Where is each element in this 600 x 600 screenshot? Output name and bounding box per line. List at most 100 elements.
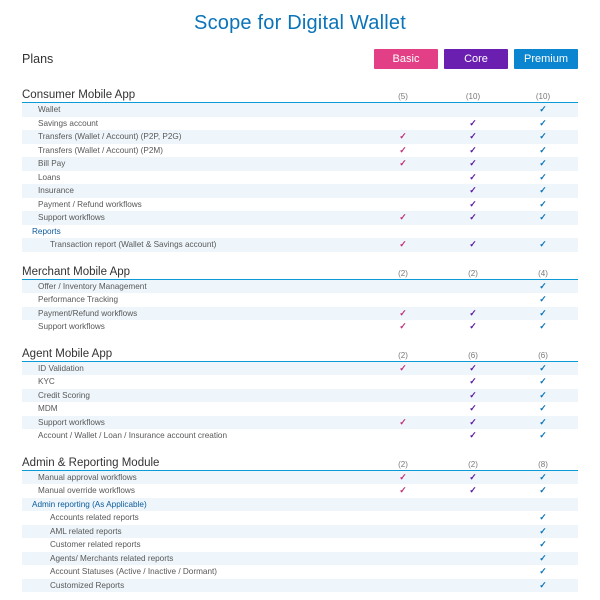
section-count: (2) [368,351,438,360]
row-label: Account / Wallet / Loan / Insurance acco… [22,431,368,440]
check-cell: ✓ [438,377,508,386]
table-row: Transfers (Wallet / Account) (P2P, P2G) ✓… [22,130,578,144]
check-cell: ✓ [438,173,508,182]
row-label: Manual approval workflows [22,473,368,482]
table-row: Customized Reports ✓ [22,579,578,593]
row-label: Transfers (Wallet / Account) (P2P, P2G) [22,132,368,141]
check-cell: ✓ [508,295,578,304]
table-row: Account / Wallet / Loan / Insurance acco… [22,429,578,443]
section-title: Admin & Reporting Module [22,457,368,469]
check-cell: ✓ [438,213,508,222]
table-row: Insurance✓✓ [22,184,578,198]
row-label: Performance Tracking [22,295,368,304]
section-count: (5) [368,92,438,101]
check-cell: ✓ [438,240,508,249]
check-cell: ✓ [438,473,508,482]
row-label: Customized Reports [22,581,368,590]
check-cell: ✓ [508,309,578,318]
section-title: Agent Mobile App [22,348,368,360]
check-cell: ✓ [508,581,578,590]
check-cell: ✓ [508,119,578,128]
plans-label: Plans [22,52,368,66]
table-row: Customer related reports ✓ [22,538,578,552]
table-row: Performance Tracking ✓ [22,293,578,307]
check-cell: ✓ [438,404,508,413]
section-count: (6) [438,351,508,360]
check-cell: ✓ [508,486,578,495]
table-row: Support workflows✓✓✓ [22,211,578,225]
row-label: Bill Pay [22,159,368,168]
check-cell: ✓ [508,146,578,155]
table-row: Transaction report (Wallet & Savings acc… [22,238,578,252]
row-label: Credit Scoring [22,391,368,400]
row-label: Account Statuses (Active / Inactive / Do… [22,567,368,576]
table-row: Support workflows✓✓✓ [22,416,578,430]
section-count: (10) [508,92,578,101]
table-row: Manual approval workflows✓✓✓ [22,471,578,485]
check-cell: ✓ [438,486,508,495]
table-row: MDM✓✓ [22,402,578,416]
section-header: Consumer Mobile App(5)(10)(10) [22,87,578,103]
check-cell: ✓ [438,146,508,155]
section-title: Consumer Mobile App [22,89,368,101]
section-count: (8) [508,460,578,469]
row-label: Wallet [22,105,368,114]
table-row: AML related reports ✓ [22,525,578,539]
row-label: Transfers (Wallet / Account) (P2M) [22,146,368,155]
check-cell: ✓ [508,431,578,440]
row-label: Customer related reports [22,540,368,549]
check-cell: ✓ [508,554,578,563]
check-cell: ✓ [438,322,508,331]
row-label: Payment/Refund workflows [22,309,368,318]
table-row: Bill Pay✓✓✓ [22,157,578,171]
sections-container: Consumer Mobile App(5)(10)(10)Wallet✓Sav… [22,75,578,592]
check-cell: ✓ [508,404,578,413]
check-cell: ✓ [508,132,578,141]
table-row: Wallet ✓ [22,103,578,117]
check-cell: ✓ [508,282,578,291]
row-label: Manual override workflows [22,486,368,495]
check-cell: ✓ [368,418,438,427]
table-row: Transfers (Wallet / Account) (P2M)✓✓✓ [22,144,578,158]
row-label: Transaction report (Wallet & Savings acc… [22,240,368,249]
page-title: Scope for Digital Wallet [22,12,578,35]
table-row: Admin reporting (As Applicable) [22,498,578,512]
check-cell: ✓ [438,119,508,128]
check-cell: ✓ [368,146,438,155]
row-label: Savings account [22,119,368,128]
check-cell: ✓ [508,200,578,209]
row-label: Insurance [22,186,368,195]
check-cell: ✓ [508,473,578,482]
table-row: KYC ✓✓ [22,375,578,389]
plan-badge-basic: Basic [374,49,438,69]
check-cell: ✓ [368,213,438,222]
row-label: Loans [22,173,368,182]
section-count: (2) [368,269,438,278]
check-cell: ✓ [368,309,438,318]
row-label: Support workflows [22,213,368,222]
section-count: (10) [438,92,508,101]
check-cell: ✓ [508,527,578,536]
check-cell: ✓ [508,418,578,427]
check-cell: ✓ [508,159,578,168]
check-cell: ✓ [508,391,578,400]
row-label: AML related reports [22,527,368,536]
row-label: KYC [22,377,368,386]
check-cell: ✓ [438,186,508,195]
check-cell: ✓ [438,364,508,373]
check-cell: ✓ [438,200,508,209]
table-row: Agents/ Merchants related reports ✓ [22,552,578,566]
plan-badge-premium: Premium [514,49,578,69]
check-cell: ✓ [508,240,578,249]
check-cell: ✓ [438,431,508,440]
row-label: Agents/ Merchants related reports [22,554,368,563]
check-cell: ✓ [508,540,578,549]
check-cell: ✓ [368,240,438,249]
check-cell: ✓ [508,377,578,386]
table-row: Accounts related reports✓ [22,511,578,525]
check-cell: ✓ [508,105,578,114]
table-row: Credit Scoring✓✓ [22,389,578,403]
check-cell: ✓ [508,567,578,576]
check-cell: ✓ [438,418,508,427]
row-label: Payment / Refund workflows [22,200,368,209]
